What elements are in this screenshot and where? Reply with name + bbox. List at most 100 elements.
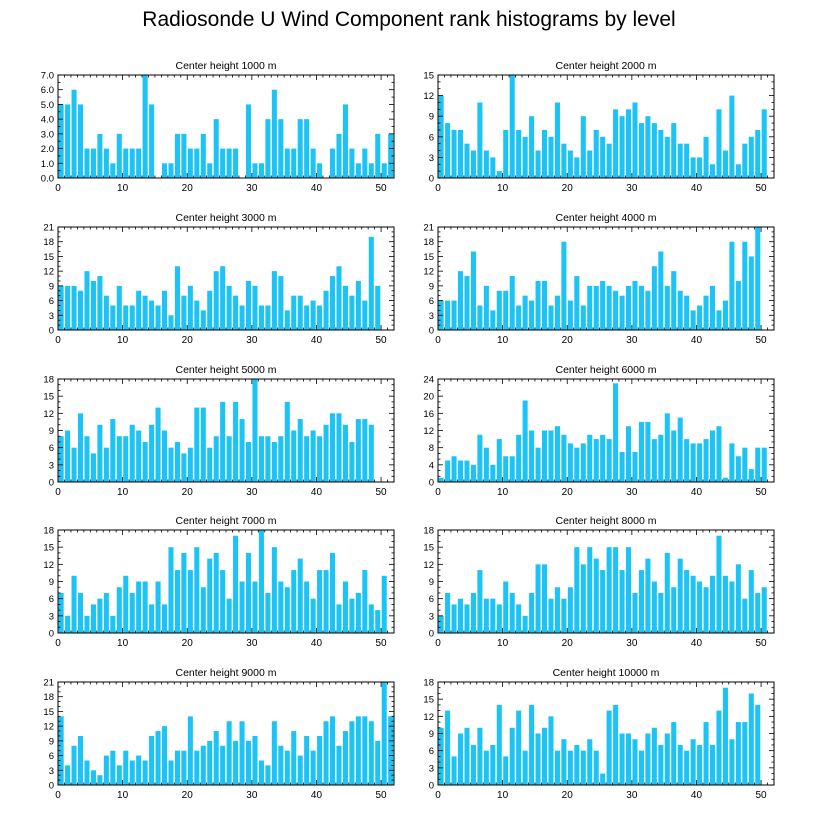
- histogram-bar: [593, 129, 599, 178]
- y-tick-label: 12: [423, 712, 434, 723]
- x-tick-label: 40: [691, 638, 703, 649]
- histogram-bar: [729, 95, 735, 178]
- histogram-bar: [349, 721, 355, 785]
- histogram-bar: [355, 419, 361, 482]
- histogram-bar: [304, 436, 310, 482]
- histogram-bar: [304, 581, 310, 633]
- histogram-bar: [613, 547, 619, 633]
- x-tick-label: 20: [562, 335, 574, 346]
- histogram-bar: [457, 598, 464, 633]
- histogram-bar: [116, 133, 122, 178]
- histogram-bar: [136, 755, 142, 785]
- histogram-bar: [213, 119, 219, 178]
- histogram-bar: [194, 148, 200, 178]
- y-tick-label: 15: [43, 392, 54, 403]
- y-tick-label: 21: [43, 223, 54, 234]
- histogram-bar: [278, 436, 284, 482]
- histogram-bar: [77, 592, 84, 633]
- y-tick-label: 9: [49, 736, 54, 747]
- histogram-bar: [735, 280, 741, 330]
- histogram-bar: [355, 163, 361, 178]
- y-tick-label: 9: [429, 112, 434, 123]
- histogram-bar: [155, 731, 161, 785]
- histogram-bar: [103, 295, 109, 330]
- histogram-bar: [291, 731, 297, 785]
- histogram-bar: [690, 575, 696, 633]
- y-tick-label: 18: [423, 237, 434, 248]
- histogram-bar: [161, 163, 168, 178]
- histogram-bar: [554, 750, 560, 785]
- histogram-bar: [548, 305, 554, 330]
- x-tick-label: 20: [182, 335, 194, 346]
- histogram-bar: [97, 598, 103, 633]
- histogram-bar: [123, 305, 129, 330]
- histogram-bar: [368, 424, 374, 482]
- histogram-bar: [213, 552, 219, 633]
- histogram-bar: [284, 587, 290, 633]
- histogram-bar: [226, 598, 232, 633]
- x-tick-label: 50: [376, 487, 388, 498]
- histogram-bar: [664, 733, 670, 785]
- histogram-bar: [220, 745, 226, 785]
- histogram-bar: [761, 447, 767, 482]
- y-tick-label: 12: [43, 722, 54, 733]
- histogram-bar: [709, 285, 716, 330]
- histogram-panel: Center height 2000 m 0 10 20 30 40 50 0 3 6 9 12 15: [423, 60, 775, 194]
- histogram-bar: [342, 104, 348, 178]
- y-tick-label: 7.0: [41, 71, 54, 82]
- histogram-bar: [638, 750, 644, 785]
- x-tick-label: 50: [756, 790, 768, 801]
- panel-title: Center height 9000 m: [176, 667, 277, 679]
- histogram-bar: [265, 592, 271, 633]
- histogram-bar: [278, 276, 284, 330]
- histogram-bar: [697, 443, 703, 483]
- histogram-bar: [496, 704, 502, 785]
- histogram-bar: [194, 750, 200, 785]
- histogram-bar: [168, 760, 174, 785]
- histogram-bar: [632, 592, 638, 633]
- histogram-bar: [388, 133, 394, 178]
- histogram-bar: [226, 285, 232, 330]
- histogram-bar: [445, 710, 451, 785]
- histogram-bar: [619, 570, 625, 633]
- histogram-bar: [187, 148, 193, 178]
- histogram-bar: [496, 171, 502, 178]
- histogram-bar: [541, 727, 548, 785]
- histogram-bar: [278, 581, 284, 633]
- histogram-bar: [613, 383, 619, 482]
- x-tick-label: 20: [562, 790, 574, 801]
- histogram-bar: [84, 148, 90, 178]
- y-tick-label: 12: [423, 560, 434, 571]
- histogram-bar: [483, 750, 489, 785]
- histogram-bar: [71, 447, 77, 482]
- histogram-bar: [619, 116, 625, 178]
- histogram-bar: [735, 456, 741, 482]
- histogram-bar: [684, 143, 690, 178]
- histogram-bar: [671, 587, 677, 633]
- histogram-bar: [149, 424, 155, 482]
- histogram-bar: [632, 102, 638, 178]
- histogram-bar: [187, 447, 193, 482]
- x-tick-label: 20: [182, 487, 194, 498]
- histogram-bar: [561, 434, 567, 482]
- y-tick-label: 3: [49, 766, 54, 777]
- histogram-panel: Center height 7000 m 0 10 20 30 40 50 0 3 6 9 12 15 1…: [43, 515, 395, 649]
- histogram-bar: [304, 305, 310, 330]
- y-tick-label: 0: [429, 781, 434, 792]
- y-tick-label: 3: [429, 763, 434, 774]
- histogram-bar: [529, 116, 535, 178]
- x-tick-label: 0: [55, 335, 61, 346]
- histogram-bar: [567, 443, 573, 483]
- histogram-bar: [149, 300, 155, 330]
- histogram-bar: [110, 305, 116, 330]
- histogram-bar: [90, 148, 96, 178]
- histogram-bar: [684, 750, 690, 785]
- histogram-bar: [490, 598, 496, 633]
- y-tick-label: 16: [423, 409, 434, 420]
- histogram-bar: [110, 419, 116, 482]
- x-tick-label: 10: [117, 790, 129, 801]
- histogram-bar: [490, 310, 496, 330]
- histogram-bar: [451, 456, 457, 482]
- y-tick-label: 21: [43, 678, 54, 689]
